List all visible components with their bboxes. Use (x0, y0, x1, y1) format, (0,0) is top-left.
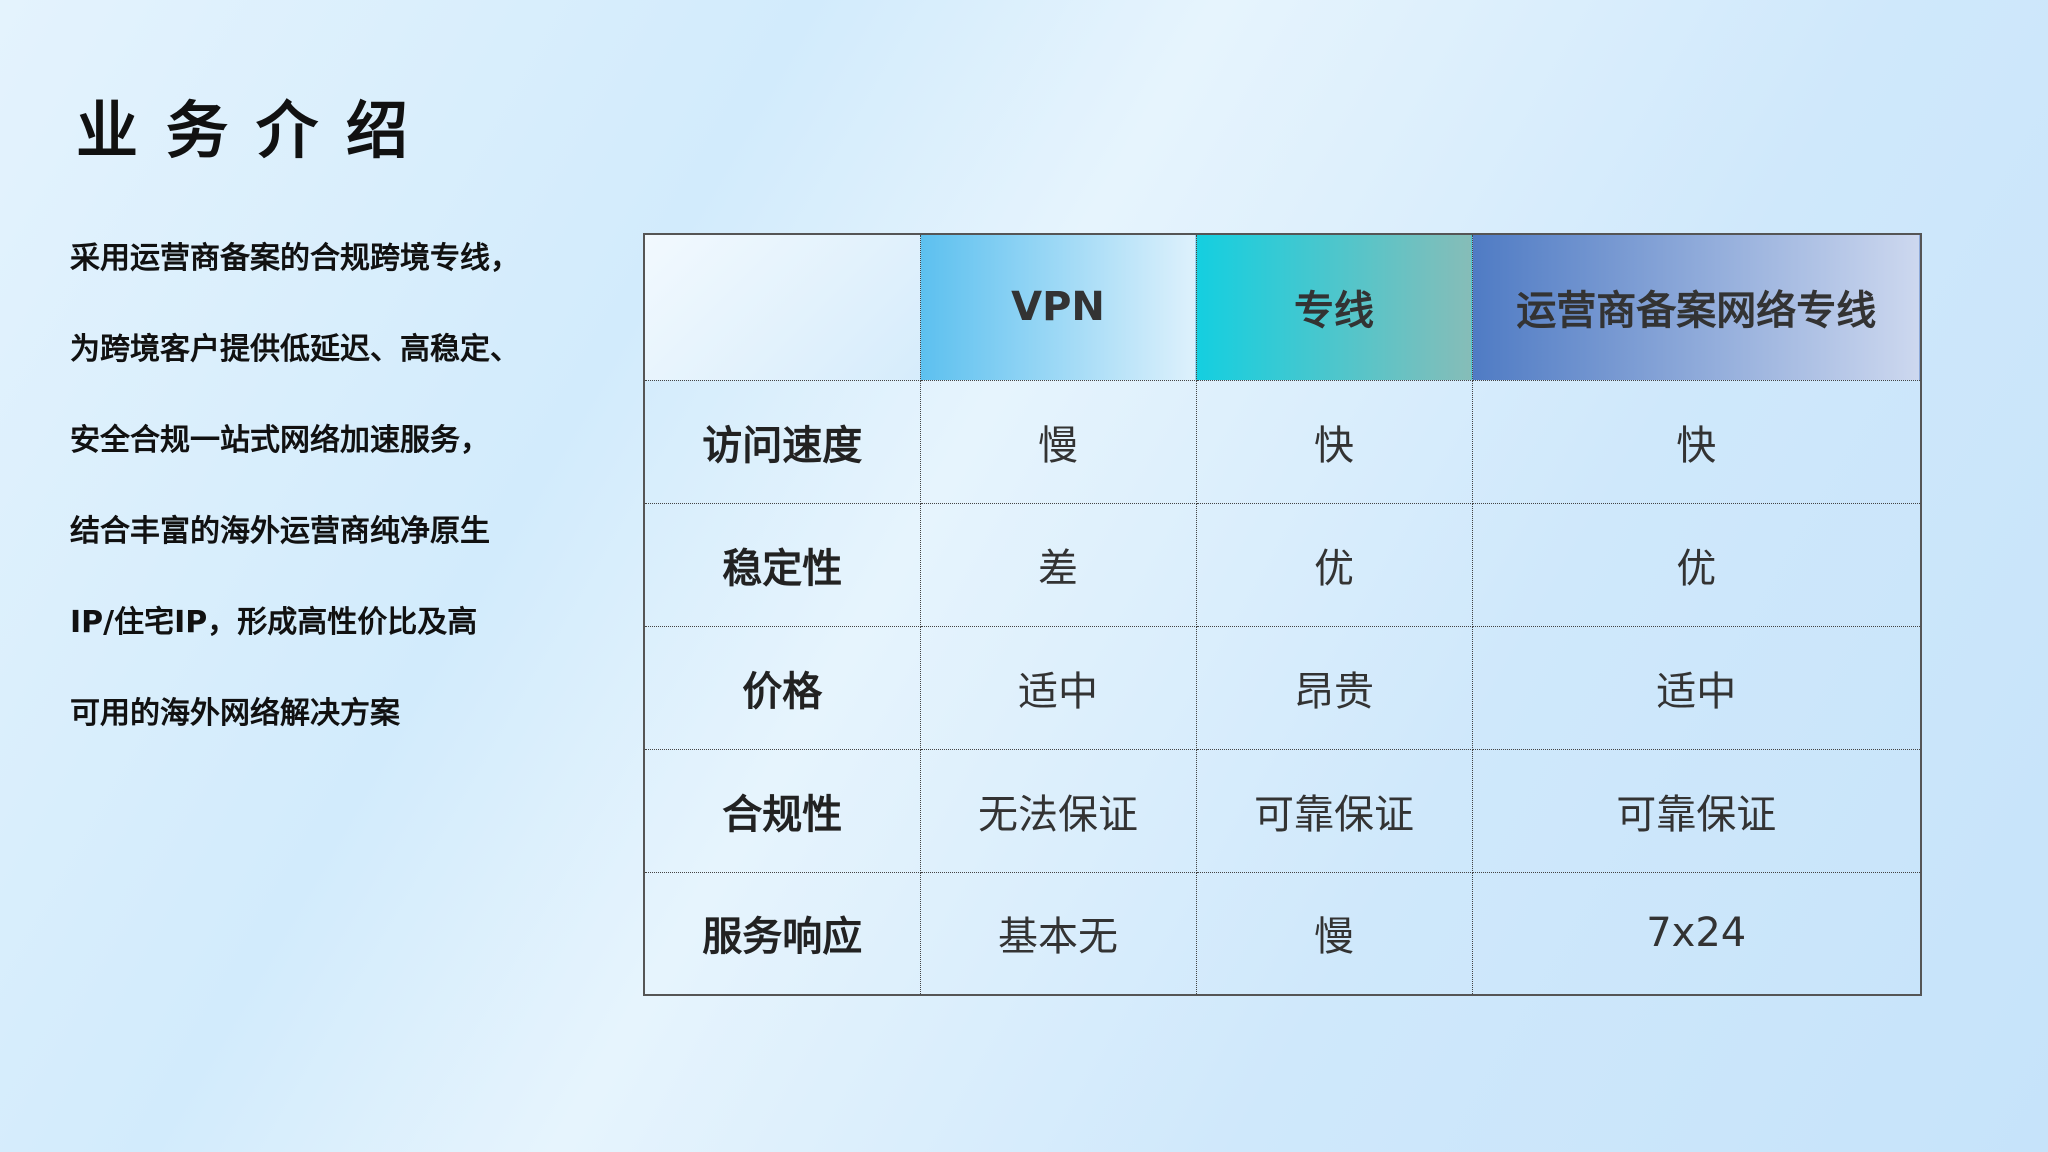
description-line: IP/住宅IP，形成高性价比及高 (70, 605, 478, 640)
description-line: 可用的海外网络解决方案 (70, 696, 400, 731)
table-cell: 优 (1471, 502, 1922, 627)
table-cell: 7x24 (1471, 871, 1922, 996)
table-cell: 优 (1195, 502, 1473, 627)
table-cell: 基本无 (919, 871, 1197, 996)
description-line: 采用运营商备案的合规跨境专线， (70, 241, 520, 276)
table-cell: 可靠保证 (1195, 748, 1473, 873)
table-row: 价格 适中 昂贵 适中 (643, 625, 1922, 750)
table-cell: 适中 (1471, 625, 1922, 750)
header-vpn: VPN (919, 233, 1197, 381)
row-label: 合规性 (643, 748, 921, 873)
description-line: 安全合规一站式网络加速服务， (70, 423, 490, 458)
table-cell: 无法保证 (919, 748, 1197, 873)
table-cell: 可靠保证 (1471, 748, 1922, 873)
comparison-table: VPN 专线 运营商备案网络专线 访问速度慢快快稳定性差优优价格 适中 昂贵 适中 合规… (643, 233, 1922, 996)
description: 采用运营商备案的合规跨境专线， 为跨境客户提供低延迟、高稳定、 安全合规一站式网… (70, 236, 610, 782)
table-header-row: VPN 专线 运营商备案网络专线 (643, 233, 1922, 381)
description-line: 为跨境客户提供低延迟、高稳定、 (70, 332, 520, 367)
table-row: 稳定性差优优 (643, 502, 1922, 627)
table-row: 访问速度慢快快 (643, 379, 1922, 504)
table-cell: 快 (1195, 379, 1473, 504)
table-cell: 差 (919, 502, 1197, 627)
row-label: 服务响应 (643, 871, 921, 996)
header-carrier-line: 运营商备案网络专线 (1471, 233, 1922, 381)
table-cell: 快 (1471, 379, 1922, 504)
row-label: 稳定性 (643, 502, 921, 627)
row-label: 价格 (643, 625, 921, 750)
description-line: 结合丰富的海外运营商纯净原生 (70, 514, 490, 549)
table-row: 服务响应 基本无慢 7x24 (643, 871, 1922, 996)
row-label: 访问速度 (643, 379, 921, 504)
table-cell: 慢 (919, 379, 1197, 504)
table-cell: 适中 (919, 625, 1197, 750)
header-empty (643, 233, 921, 381)
header-dedicated-line: 专线 (1195, 233, 1473, 381)
table-cell: 昂贵 (1195, 625, 1473, 750)
table-cell: 慢 (1195, 871, 1473, 996)
table-row: 合规性 无法保证 可靠保证 可靠保证 (643, 748, 1922, 873)
page-title: 业务介绍 (76, 94, 437, 167)
